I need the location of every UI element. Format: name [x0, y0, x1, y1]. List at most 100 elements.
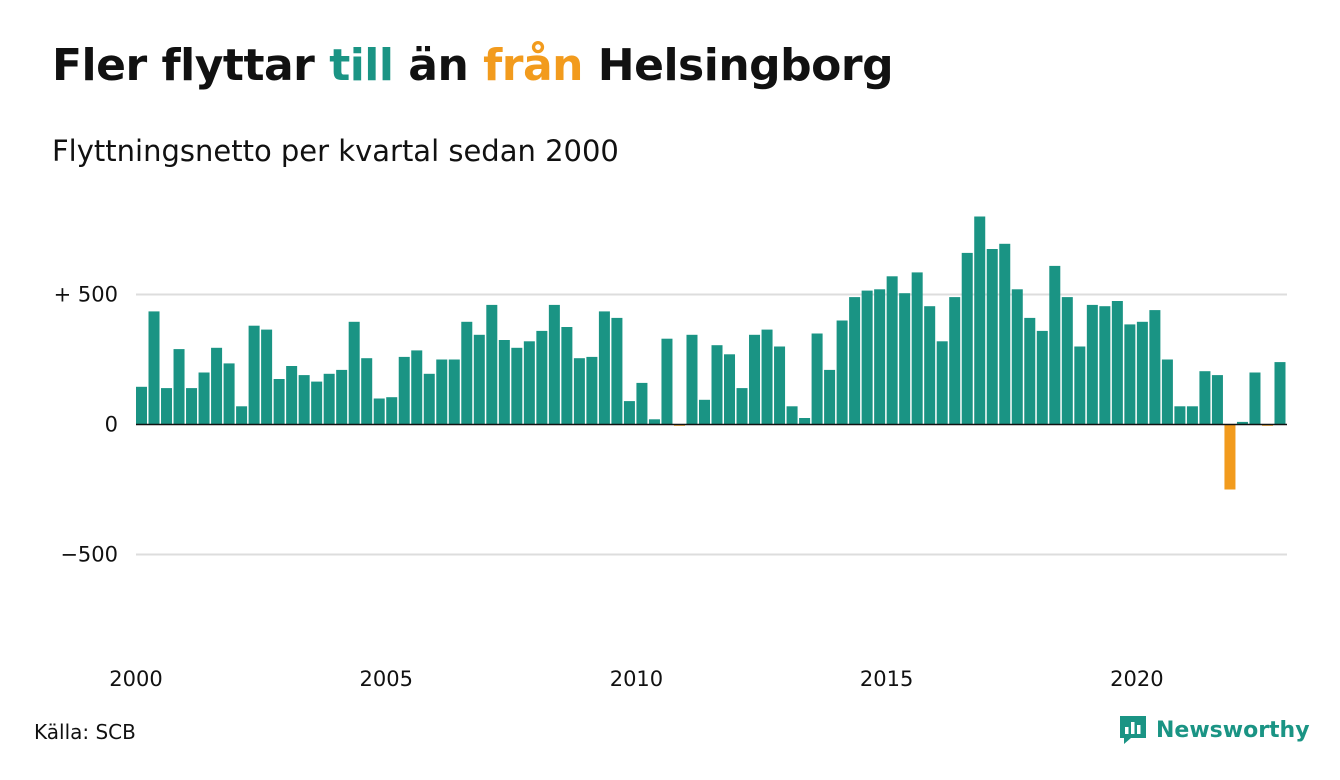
bar — [924, 306, 936, 425]
bar — [386, 397, 398, 425]
bar — [198, 372, 210, 425]
y-tick-label: −500 — [60, 543, 118, 567]
brand-logo: Newsworthy — [1118, 714, 1310, 746]
bar — [173, 349, 185, 425]
bar — [836, 320, 848, 425]
chart-title: Fler flyttar till än från Helsingborg — [52, 40, 894, 91]
bar — [1199, 371, 1211, 425]
bar — [598, 311, 610, 425]
bar — [761, 329, 773, 425]
x-tick-label: 2015 — [860, 667, 913, 691]
bar — [186, 388, 198, 425]
bar — [1174, 406, 1186, 425]
bar — [398, 356, 410, 425]
x-tick-label: 2000 — [109, 667, 162, 691]
x-tick-label: 2020 — [1110, 667, 1163, 691]
bar — [311, 381, 323, 425]
bar — [686, 334, 698, 425]
bar — [436, 359, 448, 425]
bar — [1099, 306, 1111, 425]
bar — [1136, 321, 1148, 425]
bar — [1274, 362, 1286, 425]
source-note: Källa: SCB — [34, 720, 136, 744]
title-part1: Fler flyttar — [52, 40, 330, 91]
bar — [623, 401, 635, 425]
bar — [486, 304, 498, 425]
title-part3: Helsingborg — [582, 40, 894, 91]
chart-subtitle: Flyttningsnetto per kvartal sedan 2000 — [52, 134, 619, 168]
title-fran: från — [483, 40, 583, 91]
bar — [774, 346, 786, 425]
bar — [786, 406, 798, 425]
bar — [999, 243, 1011, 425]
bar — [1249, 372, 1261, 425]
bar — [236, 406, 248, 425]
bar — [461, 321, 473, 425]
bar — [1186, 406, 1198, 425]
bar — [899, 293, 911, 425]
bar — [661, 338, 673, 425]
bar — [1124, 324, 1136, 425]
bar — [286, 366, 298, 425]
y-tick-label: 0 — [105, 413, 118, 437]
bar — [1036, 330, 1048, 425]
bar — [974, 216, 986, 425]
bar — [361, 358, 373, 425]
bar — [148, 311, 160, 425]
bar — [986, 249, 998, 425]
bar — [161, 388, 173, 425]
bar — [1111, 301, 1123, 425]
bar — [911, 272, 923, 425]
bar — [423, 373, 435, 425]
bar — [548, 304, 560, 425]
bar — [273, 379, 285, 425]
bar — [799, 418, 811, 425]
bar — [411, 350, 423, 425]
bar — [136, 386, 148, 425]
bar — [261, 329, 273, 425]
bar — [824, 369, 836, 425]
bar — [1061, 297, 1073, 425]
bar — [936, 341, 948, 425]
brand-name: Newsworthy — [1156, 717, 1310, 743]
bar — [323, 373, 335, 425]
x-tick-label: 2005 — [359, 667, 412, 691]
bar — [523, 341, 535, 425]
title-till: till — [329, 40, 394, 91]
bar — [886, 276, 898, 425]
bar — [536, 330, 548, 425]
bar — [811, 333, 823, 425]
bar — [611, 317, 623, 425]
bar — [736, 388, 748, 425]
bar — [1086, 304, 1098, 425]
bar — [1161, 359, 1173, 425]
bar — [636, 382, 648, 425]
bar — [561, 327, 573, 425]
bar — [248, 325, 260, 425]
bar — [448, 359, 460, 425]
bar — [511, 347, 523, 425]
bar — [336, 369, 348, 425]
bar — [1074, 346, 1086, 425]
bar — [849, 297, 861, 425]
bar — [348, 321, 360, 425]
bar — [961, 252, 973, 425]
y-tick-label: + 500 — [54, 283, 118, 307]
bar — [373, 398, 385, 425]
bar — [874, 289, 886, 425]
x-tick-label: 2010 — [610, 667, 663, 691]
bar — [724, 354, 736, 425]
bar — [1049, 265, 1061, 425]
bar — [949, 297, 961, 425]
bar — [498, 340, 510, 425]
bar — [298, 375, 310, 425]
bar — [586, 356, 598, 425]
bar — [223, 363, 235, 425]
bar — [1211, 375, 1223, 425]
bar — [211, 347, 223, 425]
bar — [648, 419, 660, 425]
bar — [1224, 424, 1236, 490]
title-part2: än — [393, 40, 484, 91]
newsworthy-logo-icon — [1120, 716, 1146, 744]
